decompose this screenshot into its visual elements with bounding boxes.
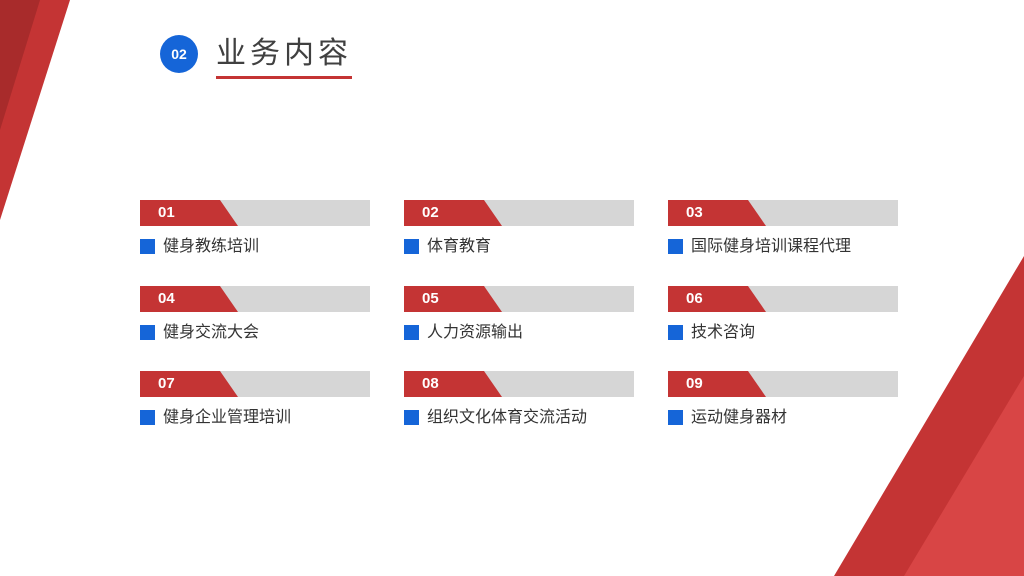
item-number: 04 (140, 286, 370, 312)
item-bar: 04 (140, 286, 370, 312)
item-label-row: 组织文化体育交流活动 (404, 407, 634, 429)
decor-triangle-bottom-right-inner (904, 376, 1024, 576)
slide-header: 02 业务内容 (160, 28, 352, 79)
bullet-icon (404, 239, 419, 254)
item-label: 体育教育 (427, 236, 491, 258)
item-label-row: 体育教育 (404, 236, 634, 258)
item-label: 健身教练培训 (163, 236, 259, 258)
item-number: 01 (140, 200, 370, 226)
item-bar: 01 (140, 200, 370, 226)
bullet-icon (140, 410, 155, 425)
item-bar: 02 (404, 200, 634, 226)
item-label-row: 人力资源输出 (404, 322, 634, 344)
item-label-row: 健身企业管理培训 (140, 407, 370, 429)
item-bar: 07 (140, 371, 370, 397)
item-label: 国际健身培训课程代理 (691, 236, 851, 258)
bullet-icon (668, 410, 683, 425)
list-item: 01 健身教练培训 (140, 200, 370, 258)
item-bar: 05 (404, 286, 634, 312)
item-number: 09 (668, 371, 898, 397)
bullet-icon (668, 239, 683, 254)
item-number: 06 (668, 286, 898, 312)
bullet-icon (140, 325, 155, 340)
bullet-icon (668, 325, 683, 340)
item-label: 组织文化体育交流活动 (427, 407, 587, 429)
item-number: 03 (668, 200, 898, 226)
bullet-icon (404, 325, 419, 340)
item-label-row: 国际健身培训课程代理 (668, 236, 898, 258)
bullet-icon (140, 239, 155, 254)
list-item: 03 国际健身培训课程代理 (668, 200, 898, 258)
item-label-row: 健身交流大会 (140, 322, 370, 344)
section-number-badge: 02 (160, 35, 198, 73)
list-item: 07 健身企业管理培训 (140, 371, 370, 429)
list-item: 08 组织文化体育交流活动 (404, 371, 634, 429)
item-bar: 06 (668, 286, 898, 312)
items-grid: 01 健身教练培训 02 体育教育 03 国际健身培训课程代理 04 (140, 200, 900, 429)
item-label-row: 技术咨询 (668, 322, 898, 344)
item-label-row: 健身教练培训 (140, 236, 370, 258)
list-item: 06 技术咨询 (668, 286, 898, 344)
bullet-icon (404, 410, 419, 425)
item-label: 健身交流大会 (163, 322, 259, 344)
item-label: 运动健身器材 (691, 407, 787, 429)
item-number: 07 (140, 371, 370, 397)
item-number: 02 (404, 200, 634, 226)
item-number: 08 (404, 371, 634, 397)
item-label: 健身企业管理培训 (163, 407, 291, 429)
list-item: 09 运动健身器材 (668, 371, 898, 429)
decor-triangle-top-left-inner (0, 0, 40, 130)
slide-title: 业务内容 (216, 28, 352, 79)
item-bar: 03 (668, 200, 898, 226)
item-number: 05 (404, 286, 634, 312)
item-bar: 08 (404, 371, 634, 397)
item-label-row: 运动健身器材 (668, 407, 898, 429)
item-label: 人力资源输出 (427, 322, 523, 344)
item-bar: 09 (668, 371, 898, 397)
item-label: 技术咨询 (691, 322, 755, 344)
list-item: 04 健身交流大会 (140, 286, 370, 344)
list-item: 05 人力资源输出 (404, 286, 634, 344)
list-item: 02 体育教育 (404, 200, 634, 258)
